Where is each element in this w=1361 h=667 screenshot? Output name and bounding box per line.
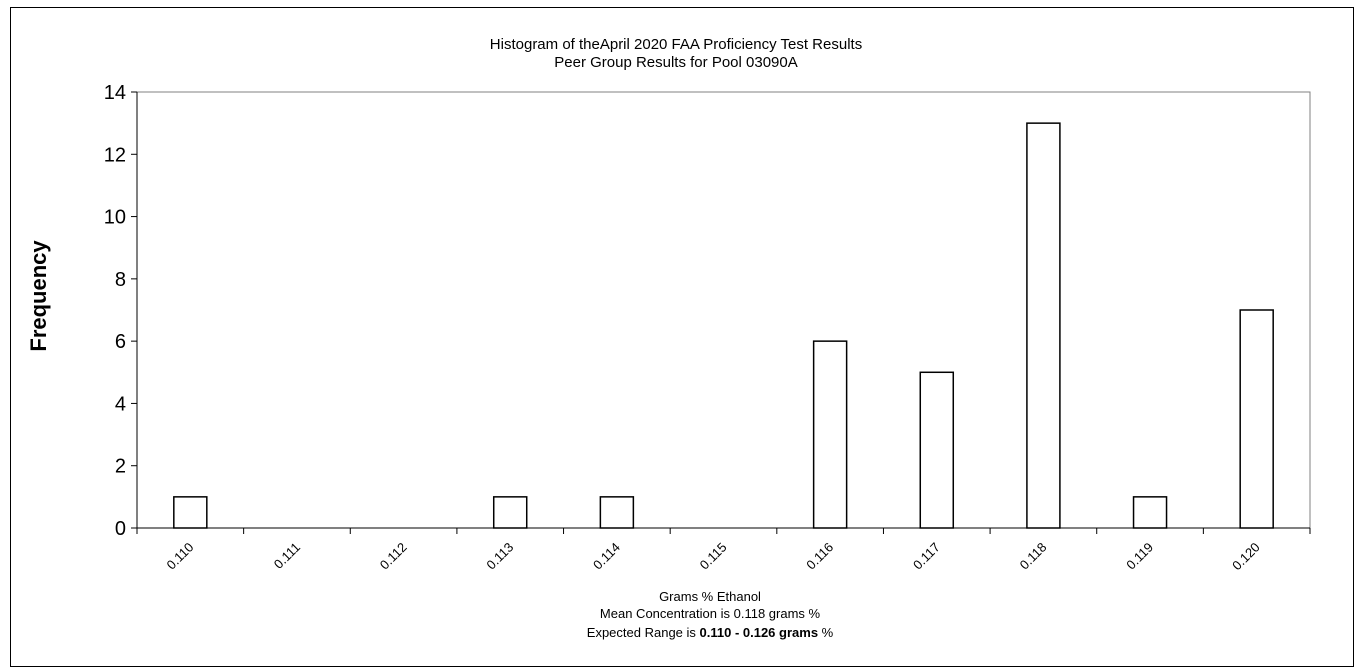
x-axis-label: Grams % Ethanol — [659, 589, 761, 604]
bar — [1026, 122, 1061, 529]
bar — [599, 496, 635, 529]
y-tick-label: 12 — [104, 144, 126, 166]
x-tick-label: 0.120 — [1229, 540, 1263, 574]
x-tick-label: 0.113 — [483, 540, 516, 573]
x-tick-label: 0.111 — [271, 540, 303, 572]
y-tick-label: 6 — [115, 331, 126, 353]
y-tick-label: 10 — [104, 207, 126, 229]
y-tick-label: 0 — [115, 518, 126, 540]
x-tick-label: 0.110 — [164, 540, 197, 573]
bar — [1239, 309, 1274, 529]
plot-border — [136, 91, 1311, 529]
x-tick-label: 0.114 — [590, 540, 623, 573]
bar — [919, 371, 955, 529]
expected-range-note: Expected Range is 0.110 - 0.126 grams % — [587, 625, 834, 640]
bar — [1132, 496, 1168, 529]
x-tick-label: 0.116 — [803, 540, 836, 573]
x-tick-label: 0.112 — [377, 540, 410, 573]
chart-subtitle: Peer Group Results for Pool 03090A — [554, 54, 797, 71]
bar — [492, 496, 528, 529]
histogram-chart: Histogram of theApril 2020 FAA Proficien… — [26, 36, 1311, 640]
x-tick-label: 0.117 — [910, 540, 943, 573]
bar — [173, 496, 208, 529]
x-tick-label: 0.119 — [1123, 540, 1156, 573]
y-tick-label: 8 — [115, 269, 126, 291]
y-tick-label: 2 — [115, 456, 126, 478]
chart-title: Histogram of theApril 2020 FAA Proficien… — [490, 36, 862, 53]
plot-area: 0 2 4 6 8 10 12 14 0.110 0.111 0.112 0.113 0.114 0.11… — [104, 82, 1311, 574]
x-tick-label: 0.115 — [697, 540, 730, 573]
x-tick-label: 0.118 — [1017, 540, 1050, 573]
y-tick-label: 14 — [104, 82, 126, 104]
y-axis-label: Frequency — [26, 240, 51, 352]
bar — [812, 340, 848, 529]
mean-concentration-note: Mean Concentration is 0.118 grams % — [600, 606, 821, 621]
y-tick-label: 4 — [115, 393, 126, 415]
